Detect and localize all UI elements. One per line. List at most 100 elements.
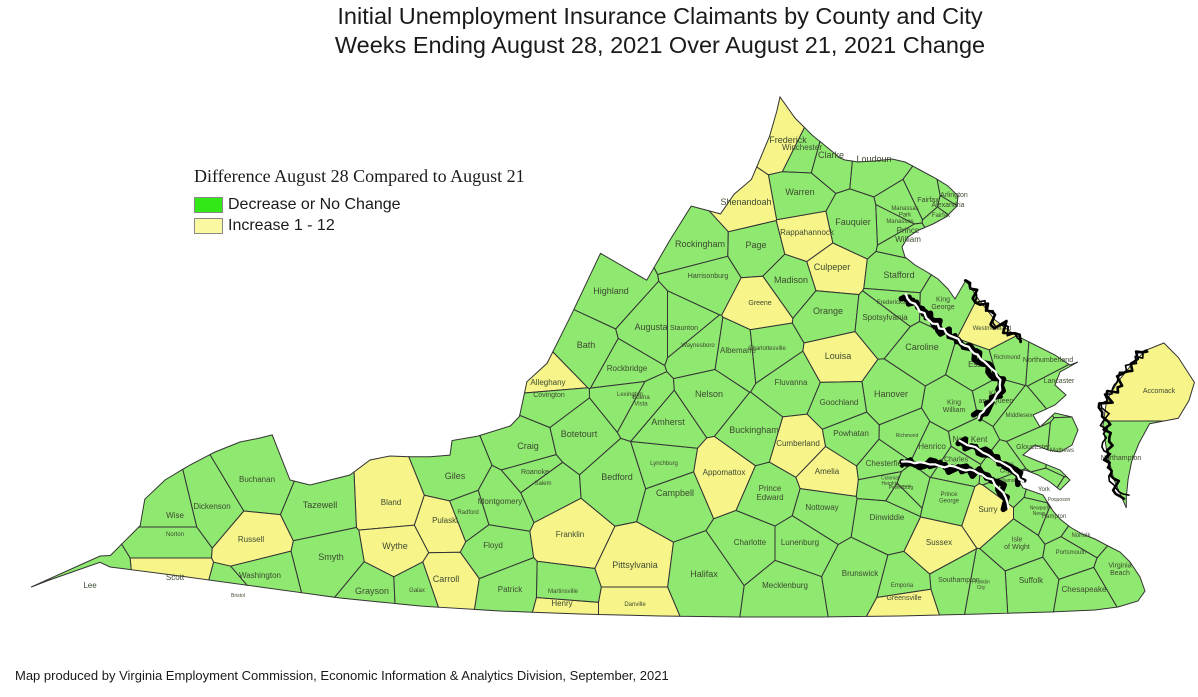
svg-text:Brunswick: Brunswick <box>842 569 879 578</box>
svg-text:Alleghany: Alleghany <box>530 378 565 387</box>
svg-text:Greene: Greene <box>748 300 771 307</box>
svg-text:Salem: Salem <box>534 481 551 487</box>
svg-text:Waynesboro: Waynesboro <box>681 343 715 349</box>
svg-text:Middlesex: Middlesex <box>1005 413 1032 419</box>
svg-text:Buena: Buena <box>632 395 650 401</box>
svg-text:Carroll: Carroll <box>433 574 460 584</box>
svg-text:Culpeper: Culpeper <box>814 262 851 272</box>
svg-text:Charlottesville: Charlottesville <box>748 346 786 352</box>
svg-text:Nelson: Nelson <box>695 389 723 399</box>
Lee <box>31 544 131 587</box>
svg-text:Amelia: Amelia <box>815 467 840 476</box>
svg-text:Page: Page <box>745 240 766 250</box>
svg-text:Pulaski: Pulaski <box>432 516 458 525</box>
svg-text:Staunton: Staunton <box>670 325 698 332</box>
svg-text:Lancaster: Lancaster <box>1044 378 1075 385</box>
svg-text:Accomack: Accomack <box>1143 388 1176 395</box>
svg-text:George: George <box>931 304 954 311</box>
svg-text:Mecklenburg: Mecklenburg <box>762 581 808 590</box>
svg-text:Norfolk: Norfolk <box>1071 533 1091 539</box>
svg-text:Portsmouth: Portsmouth <box>1056 550 1087 556</box>
svg-text:Charlotte: Charlotte <box>734 538 767 547</box>
svg-text:Alexandria: Alexandria <box>931 202 964 209</box>
svg-text:Bland: Bland <box>381 498 401 507</box>
svg-text:Dinwiddie: Dinwiddie <box>870 513 905 522</box>
svg-text:Shenandoah: Shenandoah <box>720 197 771 207</box>
svg-text:Wise: Wise <box>166 511 184 520</box>
svg-text:Goochland: Goochland <box>820 398 859 407</box>
svg-text:Orange: Orange <box>813 306 843 316</box>
svg-text:Spotsylvania: Spotsylvania <box>862 313 908 322</box>
svg-text:Bristol: Bristol <box>231 593 245 599</box>
svg-text:Buckingham: Buckingham <box>729 425 779 435</box>
svg-text:Wythe: Wythe <box>382 541 407 551</box>
svg-text:Fairfax: Fairfax <box>932 213 950 219</box>
svg-text:Augusta: Augusta <box>634 322 667 332</box>
svg-text:Patrick: Patrick <box>498 585 523 594</box>
svg-text:Harrisonburg: Harrisonburg <box>688 273 729 280</box>
svg-text:Sussex: Sussex <box>926 538 952 547</box>
svg-text:Botetourt: Botetourt <box>561 429 598 439</box>
svg-text:Fluvanna: Fluvanna <box>775 378 808 387</box>
svg-text:Madison: Madison <box>774 275 808 285</box>
svg-text:Edward: Edward <box>756 493 783 502</box>
svg-text:William: William <box>943 407 966 414</box>
svg-text:Craig: Craig <box>517 441 539 451</box>
svg-text:Rockingham: Rockingham <box>675 239 725 249</box>
svg-text:Greensville: Greensville <box>886 595 921 602</box>
Mathews <box>1046 417 1078 477</box>
svg-text:Giles: Giles <box>445 471 466 481</box>
svg-text:Prince: Prince <box>897 226 920 235</box>
svg-text:Nottoway: Nottoway <box>805 503 838 512</box>
svg-text:Norton: Norton <box>166 532 184 538</box>
svg-text:Lunenburg: Lunenburg <box>781 538 819 547</box>
svg-text:Lynchburg: Lynchburg <box>650 461 678 467</box>
svg-text:Southampton: Southampton <box>938 577 980 584</box>
svg-text:Washington: Washington <box>239 571 281 580</box>
svg-text:Caroline: Caroline <box>905 342 939 352</box>
svg-text:Richmond: Richmond <box>896 433 919 439</box>
svg-text:Beach: Beach <box>1110 570 1130 577</box>
svg-text:Clarke: Clarke <box>818 150 844 160</box>
svg-text:Charles: Charles <box>944 457 969 464</box>
svg-text:King: King <box>936 297 950 304</box>
svg-text:Scott: Scott <box>166 573 185 582</box>
svg-text:Highland: Highland <box>593 286 629 296</box>
svg-text:Radford: Radford <box>457 510 478 516</box>
svg-text:Northumberland: Northumberland <box>1023 357 1073 364</box>
svg-text:Russell: Russell <box>238 535 264 544</box>
svg-text:Montgomery: Montgomery <box>478 497 522 506</box>
svg-text:Arlington: Arlington <box>940 192 968 199</box>
svg-text:Mathews: Mathews <box>1050 448 1074 454</box>
svg-text:George: George <box>939 499 960 505</box>
svg-text:Appomattox: Appomattox <box>703 468 746 477</box>
svg-text:Martinsville: Martinsville <box>548 589 579 595</box>
svg-text:Danville: Danville <box>624 602 646 608</box>
svg-text:Gloucester: Gloucester <box>1016 444 1051 451</box>
svg-text:Halifax: Halifax <box>690 569 718 579</box>
svg-text:Suffolk: Suffolk <box>1019 576 1044 585</box>
svg-text:City: City <box>977 585 986 591</box>
svg-text:Stafford: Stafford <box>883 270 914 280</box>
svg-text:Chesapeake: Chesapeake <box>1062 585 1107 594</box>
svg-text:William: William <box>895 235 921 244</box>
svg-text:Tazewell: Tazewell <box>303 500 338 510</box>
svg-text:Grayson: Grayson <box>355 586 389 596</box>
svg-text:Prince: Prince <box>759 484 782 493</box>
svg-text:Winchester: Winchester <box>782 143 822 152</box>
svg-text:Virginia: Virginia <box>1108 563 1131 570</box>
svg-text:Amherst: Amherst <box>651 417 685 427</box>
svg-text:Lee: Lee <box>83 581 97 590</box>
svg-text:Emporia: Emporia <box>891 583 914 589</box>
svg-text:Campbell: Campbell <box>656 488 694 498</box>
svg-text:Roanoke: Roanoke <box>521 469 549 476</box>
svg-text:Manassas: Manassas <box>891 206 918 212</box>
svg-text:Floyd: Floyd <box>483 541 503 550</box>
svg-text:Covington: Covington <box>533 392 565 399</box>
svg-text:King: King <box>947 400 961 407</box>
svg-text:Louisa: Louisa <box>825 351 852 361</box>
svg-text:Manassas: Manassas <box>886 219 913 225</box>
svg-text:Henrico: Henrico <box>918 442 946 451</box>
svg-text:Pittsylvania: Pittsylvania <box>612 560 658 570</box>
svg-text:Park: Park <box>899 213 912 219</box>
